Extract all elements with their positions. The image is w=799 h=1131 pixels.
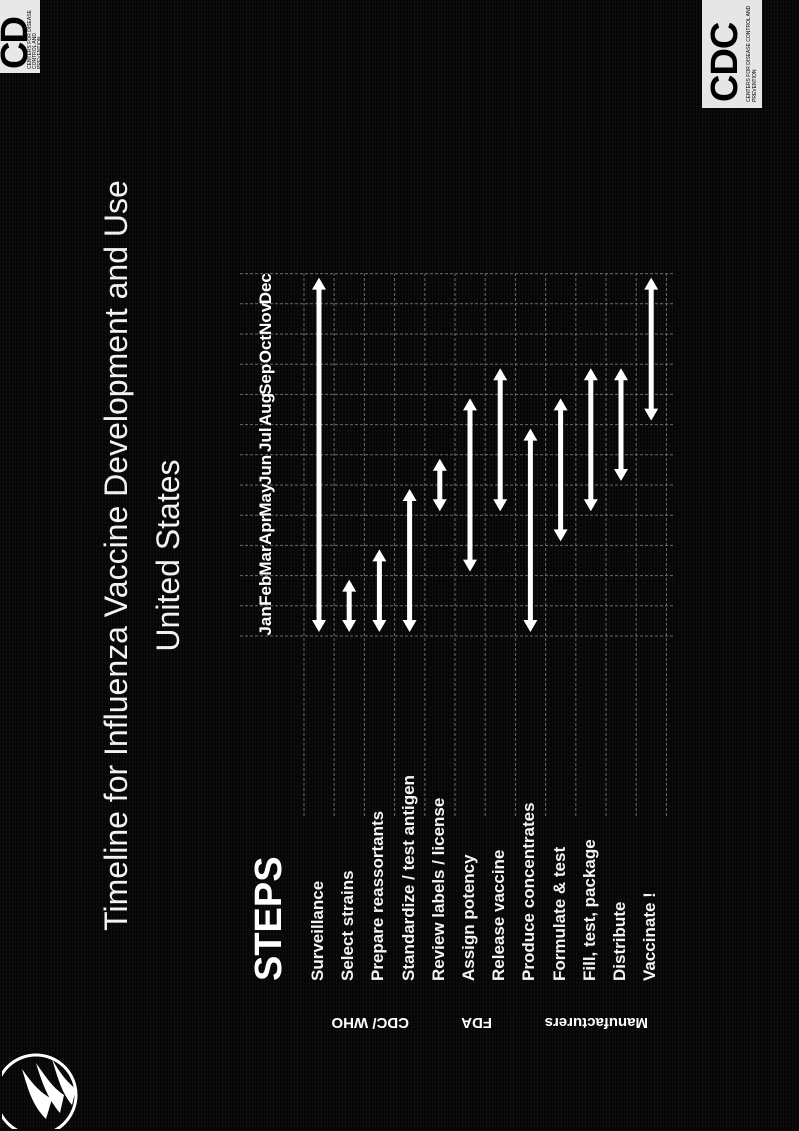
step-label: Standardize / test antigen bbox=[398, 775, 418, 981]
month-label-dec: Dec bbox=[256, 273, 275, 305]
timeline-arrow-start bbox=[432, 499, 447, 512]
step-label: Vaccinate ! bbox=[640, 892, 660, 981]
step-label: Prepare reassortants bbox=[368, 810, 388, 981]
cdc-logo-bottom-subtext: CENTERS FOR DISEASE CONTROL AND PREVENTI… bbox=[746, 5, 758, 102]
step-label: Release vaccine bbox=[489, 849, 509, 981]
timeline-arrow-end bbox=[644, 277, 659, 290]
timeline-arrow-start bbox=[614, 469, 628, 481]
timeline-arrow-start bbox=[463, 559, 477, 572]
timeline-arrow-end bbox=[493, 368, 508, 381]
timeline-arrow-end bbox=[614, 368, 628, 381]
step-label: Produce concentrates bbox=[519, 802, 539, 981]
cdc-logo-bottom: CDC CENTERS FOR DISEASE CONTROL AND PREV… bbox=[702, 0, 762, 108]
timeline-arrow-end bbox=[402, 489, 417, 501]
timeline-arrow-end bbox=[463, 398, 477, 411]
timeline-arrow-end bbox=[523, 428, 538, 441]
timeline-arrow-start bbox=[493, 499, 508, 512]
group-label-manufacturers: Manufacturers bbox=[545, 1014, 649, 1031]
timeline-arrow-start bbox=[372, 620, 387, 632]
step-label: Fill, test, package bbox=[579, 839, 599, 981]
timeline-arrow-end bbox=[342, 579, 357, 592]
timeline-arrow-start bbox=[342, 620, 357, 632]
timeline-arrow-end bbox=[372, 549, 387, 562]
timeline-arrow-start bbox=[523, 620, 538, 632]
timeline-arrow-end bbox=[312, 277, 326, 290]
timeline-arrow-end bbox=[432, 458, 447, 471]
hhs-eagle-logo-icon bbox=[2, 1053, 78, 1129]
step-label: Distribute bbox=[610, 901, 629, 981]
step-label: Select strains bbox=[338, 870, 358, 981]
timeline-arrow-start bbox=[312, 620, 326, 632]
group-label-cdc-who: CDC/ WHO bbox=[331, 1014, 410, 1031]
timeline-arrow-start bbox=[644, 408, 659, 421]
step-label: Formulate & test bbox=[549, 846, 569, 981]
step-label: Assign potency bbox=[459, 854, 478, 981]
timeline-arrow-start bbox=[583, 499, 598, 512]
cdc-logo-bottom-text: CDC bbox=[704, 22, 746, 102]
timeline-arrow-start bbox=[553, 529, 568, 542]
step-label: Surveillance bbox=[308, 880, 327, 981]
timeline-arrow-start bbox=[402, 620, 417, 632]
step-label: Review labels / license bbox=[428, 797, 448, 981]
group-label-fda: FDA bbox=[460, 1014, 492, 1031]
timeline-arrow-end bbox=[553, 398, 568, 411]
timeline-arrow-end bbox=[583, 368, 598, 381]
